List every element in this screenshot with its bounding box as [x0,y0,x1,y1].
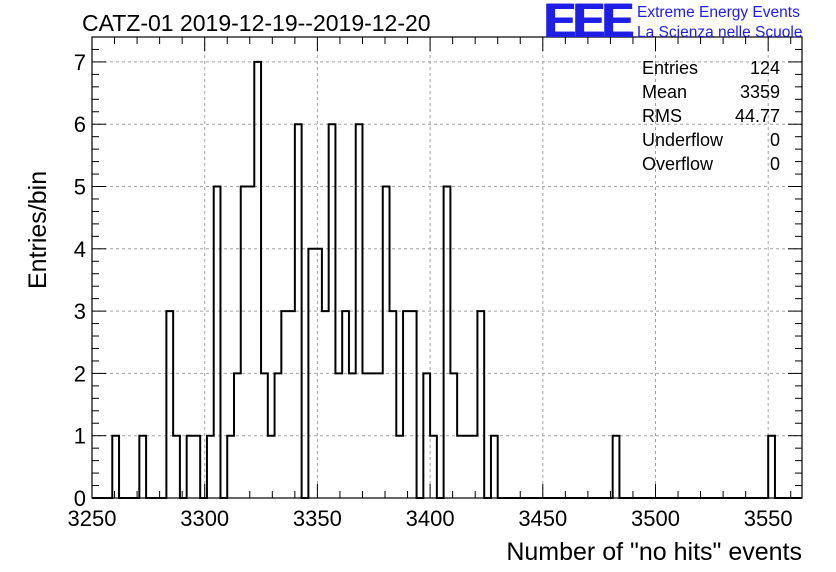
x-tick-label: 3400 [406,506,455,531]
histogram-bin [288,311,295,498]
x-tick-label: 3500 [631,506,680,531]
y-tick-label: 7 [74,50,86,75]
plot-frame [91,36,803,499]
histogram-bin [241,187,248,498]
histogram-bin [322,311,329,498]
histogram-bin [471,436,478,498]
chart-title: CATZ-01 2019-12-19--2019-12-20 [82,10,431,36]
stat-label: RMS [642,106,682,126]
x-tick-label: 3300 [180,506,229,531]
stats-box: Entries 124 Mean 3359 RMS 44.77 Underflo… [642,58,780,178]
stat-value: 44.77 [734,106,780,126]
stat-label: Mean [642,82,688,102]
stat-label: Entries [642,58,699,78]
y-tick-label: 5 [74,175,86,200]
histogram-bin [403,311,410,498]
stat-row-entries: Entries 124 [642,58,780,82]
stat-row-underflow: Underflow 0 [642,130,780,154]
stat-label: Underflow [642,130,724,150]
histogram-bin [112,436,119,498]
stat-value: 0 [769,130,780,150]
x-tick-label: 3250 [68,506,117,531]
stat-row-mean: Mean 3359 [642,82,780,106]
axis-ticks [91,36,802,499]
histogram-bin [491,436,498,498]
histogram-bin [281,311,288,498]
x-tick-label: 3450 [518,506,567,531]
x-tick-label: 3550 [744,506,793,531]
histogram-bin [139,436,146,498]
histogram-bin [430,436,437,498]
histogram-bin [444,187,451,498]
histogram-bin [254,62,261,498]
y-tick-label: 4 [74,237,86,262]
histogram-bin [214,187,221,498]
y-tick-label: 6 [74,112,86,137]
histogram-bin [477,311,484,498]
histogram-bin [268,436,275,498]
histogram-bin [248,187,255,498]
tick-labels: 3250 3300 3350 3400 3450 3500 3550 0 1 2 3 4 5 6 7 [68,50,793,531]
histogram-bin [457,436,464,498]
y-axis-label: Entries/bin [24,170,52,289]
stat-row-overflow: Overflow 0 [642,154,780,178]
histogram-bin [396,436,403,498]
histogram-bin [390,311,397,498]
histogram-bin [207,436,214,498]
histogram-bin [768,436,775,498]
y-tick-label: 3 [74,299,86,324]
histogram-bin [227,436,234,498]
y-tick-label: 2 [74,361,86,386]
eee-logo-mark: EEE [543,0,633,48]
histogram-bin [173,436,180,498]
y-tick-label: 1 [74,424,86,449]
histogram-bin [187,436,194,498]
y-tick-label: 0 [74,486,86,511]
stat-value: 124 [749,58,780,78]
x-tick-label: 3350 [293,506,342,531]
histogram-bin [464,436,471,498]
histogram-bin [342,311,349,498]
histogram-bin [613,436,620,498]
stat-value: 0 [769,154,780,174]
stat-label: Overflow [642,154,714,174]
histogram-bin [193,436,200,498]
stat-row-rms: RMS 44.77 [642,106,780,130]
histogram-bin [166,311,173,498]
histogram-bin [410,311,417,498]
x-axis-label: Number of "no hits" events [506,538,802,566]
logo-line-2: La Scienza nelle Scuole [637,24,803,41]
logo-line-1: Extreme Energy Events [637,4,800,21]
histogram-bin [383,187,390,498]
stat-value: 3359 [739,82,780,102]
